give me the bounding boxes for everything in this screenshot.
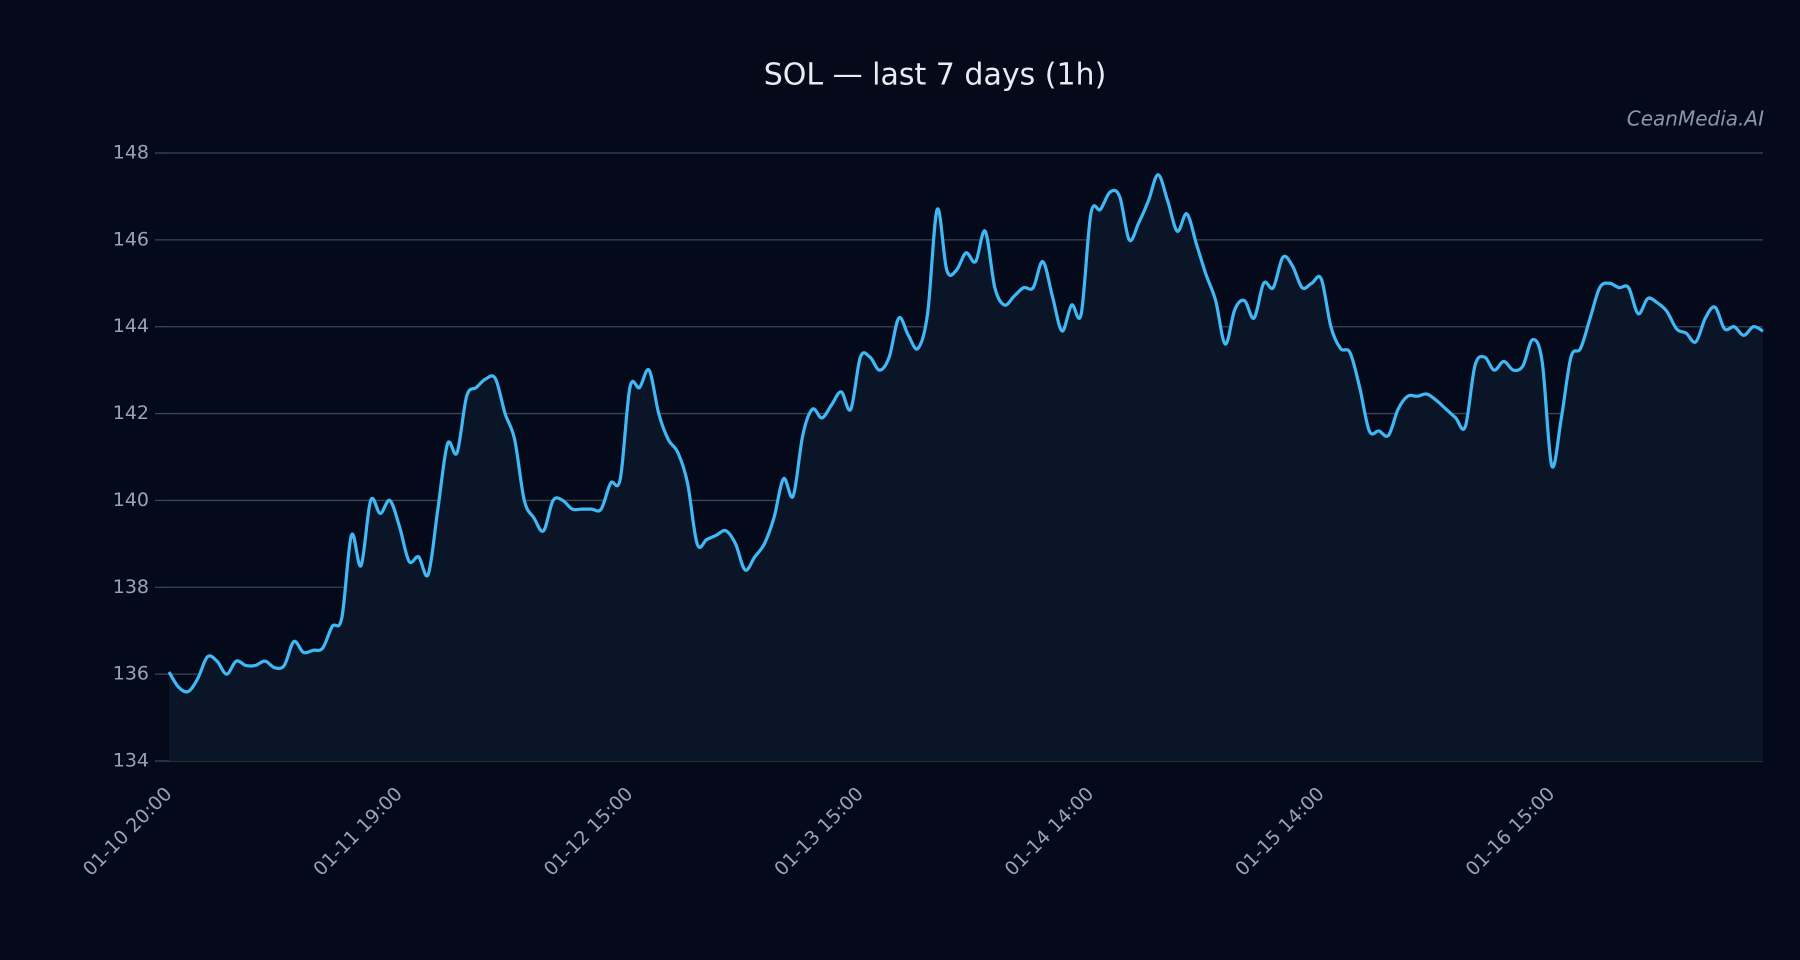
y-tick-label: 134 (113, 750, 149, 772)
y-tick-label: 138 (113, 576, 149, 598)
watermark: CeanMedia.AI (1627, 107, 1764, 131)
y-tick-label: 148 (113, 142, 149, 164)
y-tick-label: 136 (113, 663, 149, 685)
y-tick-label: 144 (113, 315, 149, 337)
area-fill (169, 174, 1763, 761)
y-tick-label: 142 (113, 402, 149, 424)
price-line (167, 173, 1764, 694)
y-tick-label: 140 (113, 489, 149, 511)
y-tick-label: 146 (113, 228, 149, 250)
chart-title: SOL — last 7 days (1h) (764, 58, 1107, 93)
